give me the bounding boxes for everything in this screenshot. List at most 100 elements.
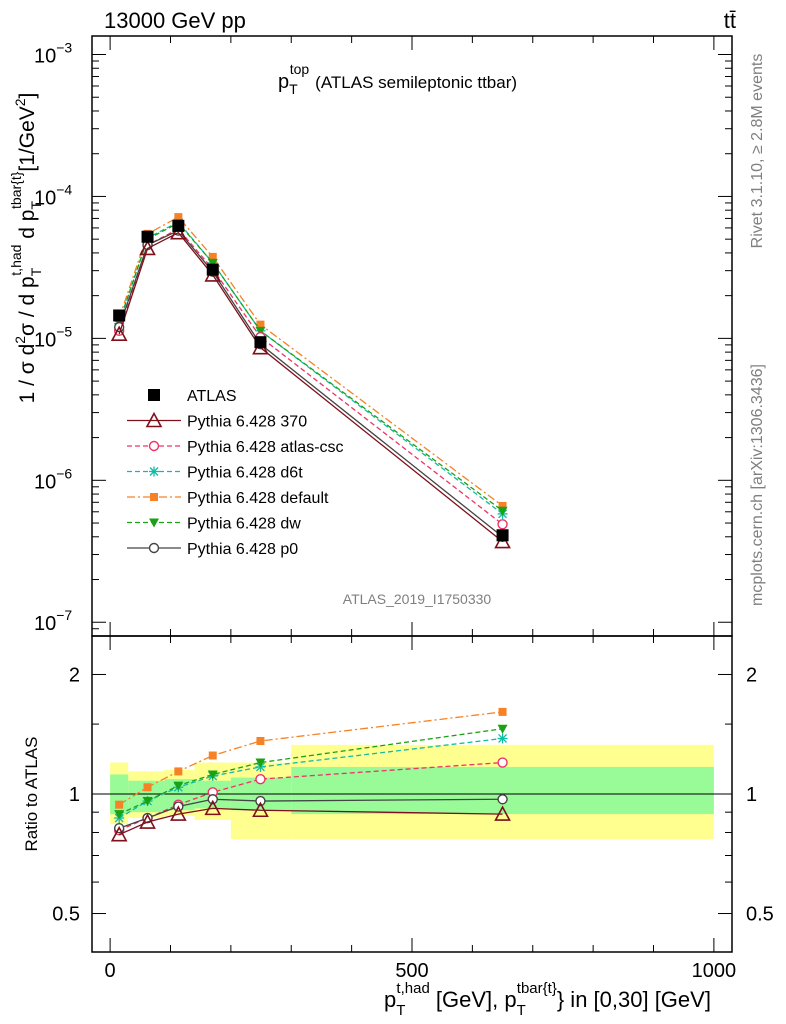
legend-label: Pythia 6.428 370 [187,414,307,431]
x-axis-label: pTt,had [GeV], pTtbar{t}} in [0,30] [GeV… [384,980,711,1019]
main-series-atlas-csc [113,223,508,530]
ratio-point-p0 [497,794,508,805]
ratio-point-p0 [207,794,218,805]
ratio-point-370 [494,805,511,821]
main-panel-series [110,213,511,549]
ratio-point-dw [207,770,218,780]
ratio-y-tick-label: 1 [69,784,80,806]
main-line-370 [118,231,503,543]
legend-label: Pythia 6.428 dw [187,516,301,533]
x-tick-label: 500 [395,960,428,982]
main-y-axis-label: 1 / σ d2σ / d pTt,had d pTtbar{t}[1/GeV2… [8,93,44,404]
ratio-y-tick-label-right: 1 [746,784,757,806]
legend-marker [145,411,163,428]
main-y-tick-label: 10−4 [34,181,72,209]
ratio-point-dw [255,758,266,768]
ratio-point-default [256,736,265,745]
main-point-ATLAS [496,529,509,542]
ratio-point-default [143,783,152,792]
ratio-line-default [118,711,503,806]
ratio-point-default [174,767,183,776]
main-series-dw [114,218,508,516]
ratio-uncertainty-bands [110,744,714,840]
ratio-point-dw [142,797,153,807]
ratio-y-tick-label: 2 [69,664,80,686]
ratio-y-tick-label-right: 2 [746,664,757,686]
legend-entry-ATLAS: ATLAS [148,388,237,405]
main-point-ATLAS [254,336,267,349]
main-series-ATLAS [113,219,509,542]
legend-marker [148,542,160,554]
main-point-ATLAS [172,219,185,232]
main-y-tick-label: 10−3 [34,39,72,67]
axes: 10−7 10−6 10−5 10−4 10−3 0 500 1000 0.5 0.5 1 1 2 2 [34,36,774,982]
main-point-dw [207,258,218,268]
analysis-id: ATLAS_2019_I1750330 [343,591,492,607]
ratio-point-370 [204,799,222,816]
main-point-default [256,320,265,329]
energy-label: 13000 GeV pp [104,8,246,33]
legend-label: Pythia 6.428 p0 [187,541,298,558]
ratio-point-370 [252,801,269,818]
legend-entry-atlas-csc: Pythia 6.428 atlas-csc [127,439,344,456]
legend-marker [148,440,160,452]
main-y-tick-label: 10−5 [34,323,72,351]
main-point-default [208,252,217,261]
legend-label: Pythia 6.428 d6t [187,465,303,482]
legend: ATLAS Pythia 6.428 370 Pythia 6.428 atlas-… [127,388,344,558]
ratio-point-atlas-csc [497,757,508,768]
x-tick-label: 0 [105,960,116,982]
ratio-point-370 [110,825,128,842]
ratio-series-dw [114,724,508,820]
ratio-y-tick-label: 0.5 [52,904,80,926]
main-point-dw [497,506,508,516]
main-point-default [174,213,183,222]
ratio-point-default [115,800,124,809]
ratio-series-default [115,707,507,809]
legend-label: ATLAS [187,388,237,405]
main-point-ATLAS [141,230,154,243]
legend-entry-370: Pythia 6.428 370 [127,411,307,431]
main-line-default [118,216,503,507]
main-point-ATLAS [206,263,219,276]
ratio-series-370 [110,799,511,842]
legend-entry-default: Pythia 6.428 default [127,490,329,507]
ratio-point-370 [139,813,156,829]
legend-marker [148,389,160,401]
main-point-atlas-csc [497,519,508,530]
plot-title: pTtop(ATLAS semileptonic ttbar) [278,61,517,97]
process-label: tt̄ [724,8,736,33]
main-point-dw [255,326,266,336]
ratio-y-axis-label: Ratio to ATLAS [22,737,41,852]
main-line-dw [118,222,503,512]
asterisk-stroke [498,734,508,743]
main-point-ATLAS [113,309,126,322]
legend-marker [150,493,158,501]
main-series-default [115,213,507,510]
ratio-point-dw [497,724,508,734]
legend-label: Pythia 6.428 atlas-csc [187,439,344,456]
ratio-point-default [208,751,217,760]
main-line-atlas-csc [118,228,503,525]
main-point-default [498,501,507,510]
ratio-panel-frame [91,635,733,953]
legend-marker [149,518,159,528]
ratio-point-d6t [497,733,508,744]
legend-entry-d6t: Pythia 6.428 d6t [127,465,303,482]
legend-label: Pythia 6.428 default [187,490,329,507]
main-y-tick-label: 10−6 [34,465,72,493]
mcplots-label: mcplots.cern.ch [arXiv:1306.3436] [749,364,766,606]
main-point-370 [170,224,187,240]
main-point-370 [110,325,128,342]
ratio-point-atlas-csc [255,773,266,785]
ratio-point-dw [114,810,125,820]
ratio-point-p0 [255,795,266,807]
ratio-point-370 [170,805,187,821]
rivet-version-label: Rivet 3.1.10, ≥ 2.8M events [749,54,766,249]
ratio-y-tick-label-right: 0.5 [746,904,774,926]
legend-marker [149,466,159,477]
ratio-point-dw [173,781,184,791]
main-point-370 [139,239,156,256]
legend-entry-p0: Pythia 6.428 p0 [127,541,298,558]
